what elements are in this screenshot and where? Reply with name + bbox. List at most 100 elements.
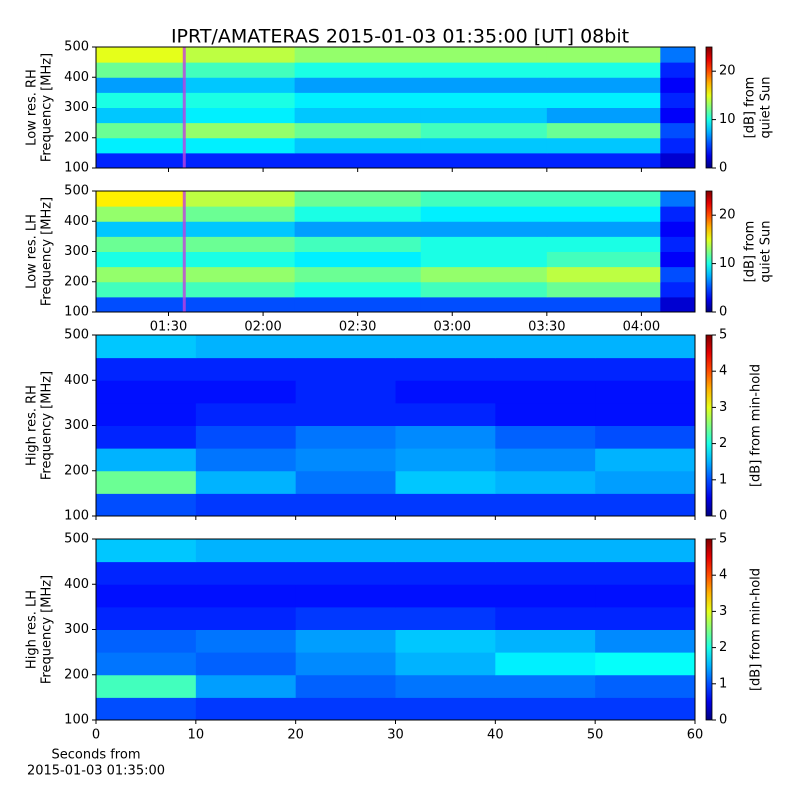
y-tick-label: 100 (64, 713, 89, 728)
heat-cell (395, 697, 496, 721)
colorbar-tick-label: 3 (719, 400, 727, 415)
heat-cell (294, 281, 422, 298)
heat-cell (495, 335, 596, 359)
heat-cell (96, 77, 185, 93)
heat-cell (295, 402, 396, 426)
heat-cell (96, 674, 197, 698)
heat-cell (595, 697, 696, 721)
heat-cell (495, 357, 596, 381)
x-tick-label: 10 (188, 728, 205, 743)
colorbar-tick-label: 10 (719, 112, 736, 127)
y-tick-label: 300 (64, 418, 89, 433)
heat-cell (495, 539, 596, 563)
heat-cell (184, 266, 296, 283)
x-tick-label: 03:30 (528, 320, 565, 335)
y-tick-label: 100 (64, 161, 89, 176)
heat-cell (660, 236, 696, 252)
y-tick-label: 200 (64, 130, 89, 145)
heat-cell (184, 152, 296, 169)
heat-cell (495, 470, 596, 494)
heat-cell (96, 107, 185, 124)
y-axis-label: Low res. LH (25, 214, 40, 289)
heat-cell (420, 266, 548, 283)
heat-cell (295, 493, 396, 517)
x-axis-label: Seconds from (51, 748, 140, 763)
colorbar-tick-label: 5 (719, 532, 727, 547)
y-axis-label: Frequency [MHz] (40, 371, 55, 480)
heat-cell (495, 493, 596, 517)
heat-cell (295, 584, 396, 608)
heat-cell (420, 47, 548, 63)
heat-cell (660, 77, 696, 93)
heat-cell (420, 77, 548, 93)
colorbar-label: quiet Sun (759, 220, 774, 282)
heat-cell (96, 493, 197, 517)
colorbar-tick-label: 1 (719, 676, 727, 691)
colorbar-label: [dB] from min-hold (749, 364, 764, 487)
heat-cell (294, 77, 422, 93)
y-tick-label: 500 (64, 532, 89, 547)
heat-cell (96, 92, 185, 108)
heat-cell (660, 107, 696, 124)
heat-cell (595, 584, 696, 608)
heat-cell (96, 606, 197, 630)
heat-cell (184, 92, 296, 108)
heat-cell (595, 448, 696, 472)
y-axis-label: Low res. RH (25, 69, 40, 146)
heat-cell (195, 335, 297, 359)
heat-cell (184, 281, 296, 298)
heat-cell (96, 425, 197, 449)
heat-cell (546, 296, 661, 313)
heat-cell (395, 561, 496, 585)
heat-cell (96, 296, 185, 313)
colorbar-tick-label: 10 (719, 256, 736, 271)
heat-cell (420, 281, 548, 298)
y-axis-label: High res. RH (25, 385, 40, 466)
heat-cell (495, 606, 596, 630)
heat-cell (495, 629, 596, 653)
colorbar-tick-label: 0 (719, 161, 727, 176)
colorbar-tick-label: 20 (719, 208, 736, 223)
x-tick-label: 01:30 (150, 320, 187, 335)
heat-cell (495, 652, 596, 676)
heat-cell (96, 380, 197, 404)
heat-cell (660, 92, 696, 108)
heat-cell (294, 206, 422, 222)
heat-cell (96, 191, 185, 207)
heat-cell (660, 251, 696, 268)
heat-cell (395, 448, 496, 472)
heat-cell (495, 380, 596, 404)
heat-cell (420, 122, 548, 139)
heat-cell (546, 251, 661, 268)
colorbar-label: quiet Sun (759, 76, 774, 138)
heat-cell (420, 251, 548, 268)
x-tick-label: 20 (287, 728, 304, 743)
heat-cell (96, 561, 197, 585)
heat-cell (595, 629, 696, 653)
heat-cell (294, 137, 422, 154)
heat-cell (295, 425, 396, 449)
heat-cell (294, 62, 422, 78)
heat-cell (96, 357, 197, 381)
heat-cell (395, 425, 496, 449)
heat-cell (195, 402, 297, 426)
heat-cell (195, 493, 297, 517)
heat-cell (295, 561, 396, 585)
figure-title: IPRT/AMATERAS 2015-01-03 01:35:00 [UT] 0… (171, 26, 629, 48)
heat-cell (420, 92, 548, 108)
colorbar-tick-label: 0 (719, 305, 727, 320)
y-tick-label: 400 (64, 70, 89, 85)
heat-cell (395, 606, 496, 630)
heat-cell (420, 236, 548, 252)
heat-cell (546, 221, 661, 237)
colorbar-tick-label: 2 (719, 640, 727, 655)
x-tick-label: 50 (587, 728, 604, 743)
y-axis-label: Frequency [MHz] (40, 53, 55, 162)
heat-cell (96, 221, 185, 237)
heat-cell (295, 539, 396, 563)
heat-cell (294, 122, 422, 139)
y-axis-label: Frequency [MHz] (40, 575, 55, 684)
heat-cell (195, 561, 297, 585)
heat-cell (546, 92, 661, 108)
